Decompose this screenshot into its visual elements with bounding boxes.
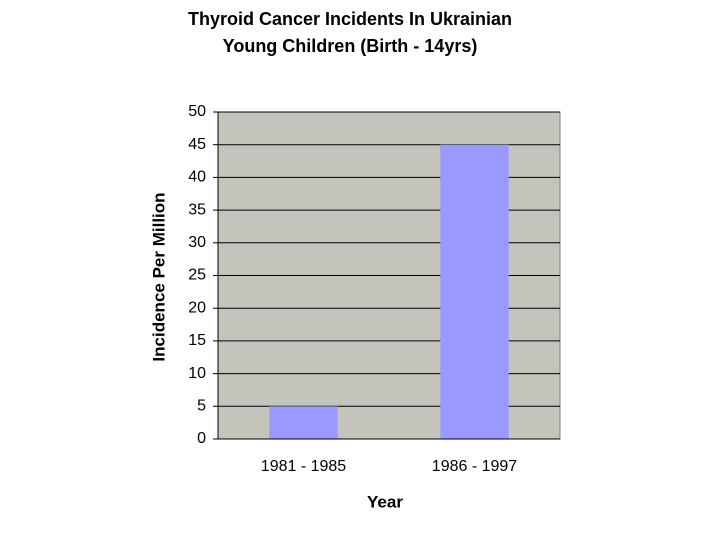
x-tick-label: 1986 - 1997 [432, 458, 518, 475]
y-tick-label: 5 [197, 398, 206, 415]
bar [440, 144, 509, 439]
chart-title: Thyroid Cancer Incidents In Ukrainian [188, 9, 512, 29]
y-tick-label: 20 [188, 299, 206, 316]
y-tick-label: 50 [188, 103, 206, 120]
y-axis-title: Incidence Per Million [149, 192, 168, 361]
bar [269, 406, 338, 439]
y-tick-label: 30 [188, 234, 206, 251]
y-tick-label: 35 [188, 201, 206, 218]
x-tick-label: 1981 - 1985 [261, 458, 347, 475]
x-axis-title: Year [367, 492, 403, 511]
y-tick-label: 0 [197, 430, 206, 447]
chart-title: Young Children (Birth - 14yrs) [223, 36, 478, 56]
y-tick-label: 40 [188, 169, 206, 186]
y-tick-label: 15 [188, 332, 206, 349]
y-tick-label: 25 [188, 267, 206, 284]
y-tick-label: 10 [188, 365, 206, 382]
y-tick-label: 45 [188, 136, 206, 153]
